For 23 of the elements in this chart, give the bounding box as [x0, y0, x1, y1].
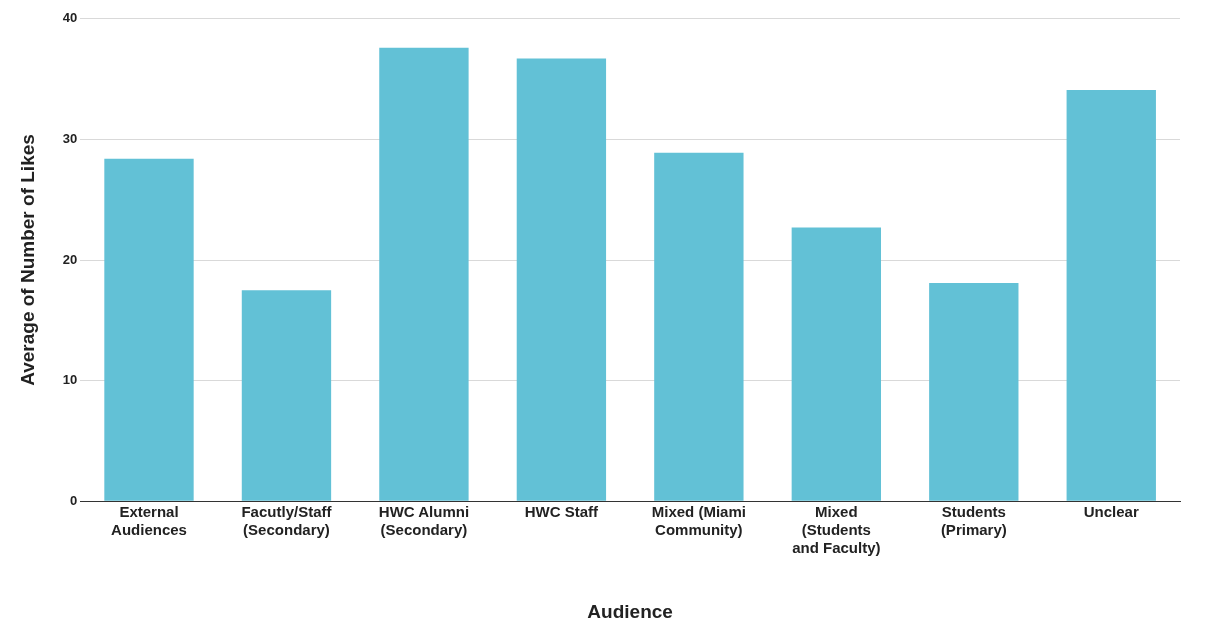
x-tick-label: Mixed (Miami Community)	[651, 503, 746, 539]
y-tick-label: 40	[62, 10, 78, 26]
bar	[929, 282, 1019, 501]
x-tick-label: External Audiences	[111, 503, 187, 539]
x-tick-label: Facutly/Staff (Secondary)	[241, 503, 333, 539]
y-tick-label: 10	[62, 372, 78, 388]
bar	[1066, 89, 1156, 501]
x-axis-title: Audience	[587, 600, 673, 622]
bar	[791, 227, 882, 501]
x-tick-label: Unclear	[1083, 503, 1139, 521]
bar	[241, 290, 332, 501]
y-axis-title: Average of Number of Likes	[16, 134, 38, 386]
x-tick-label: Mixed (Students and Faculty)	[792, 503, 881, 557]
bar	[654, 152, 744, 501]
x-tick-label: HWC Alumni (Secondary)	[378, 503, 470, 539]
bar	[104, 158, 194, 501]
y-tick-label: 0	[70, 492, 78, 508]
y-tick-label: 20	[62, 251, 78, 267]
bar	[379, 47, 469, 501]
x-tick-label: Students (Primary)	[940, 503, 1007, 539]
bar	[516, 58, 607, 501]
y-tick-label: 30	[62, 130, 78, 146]
x-tick-label: HWC Staff	[524, 503, 600, 521]
